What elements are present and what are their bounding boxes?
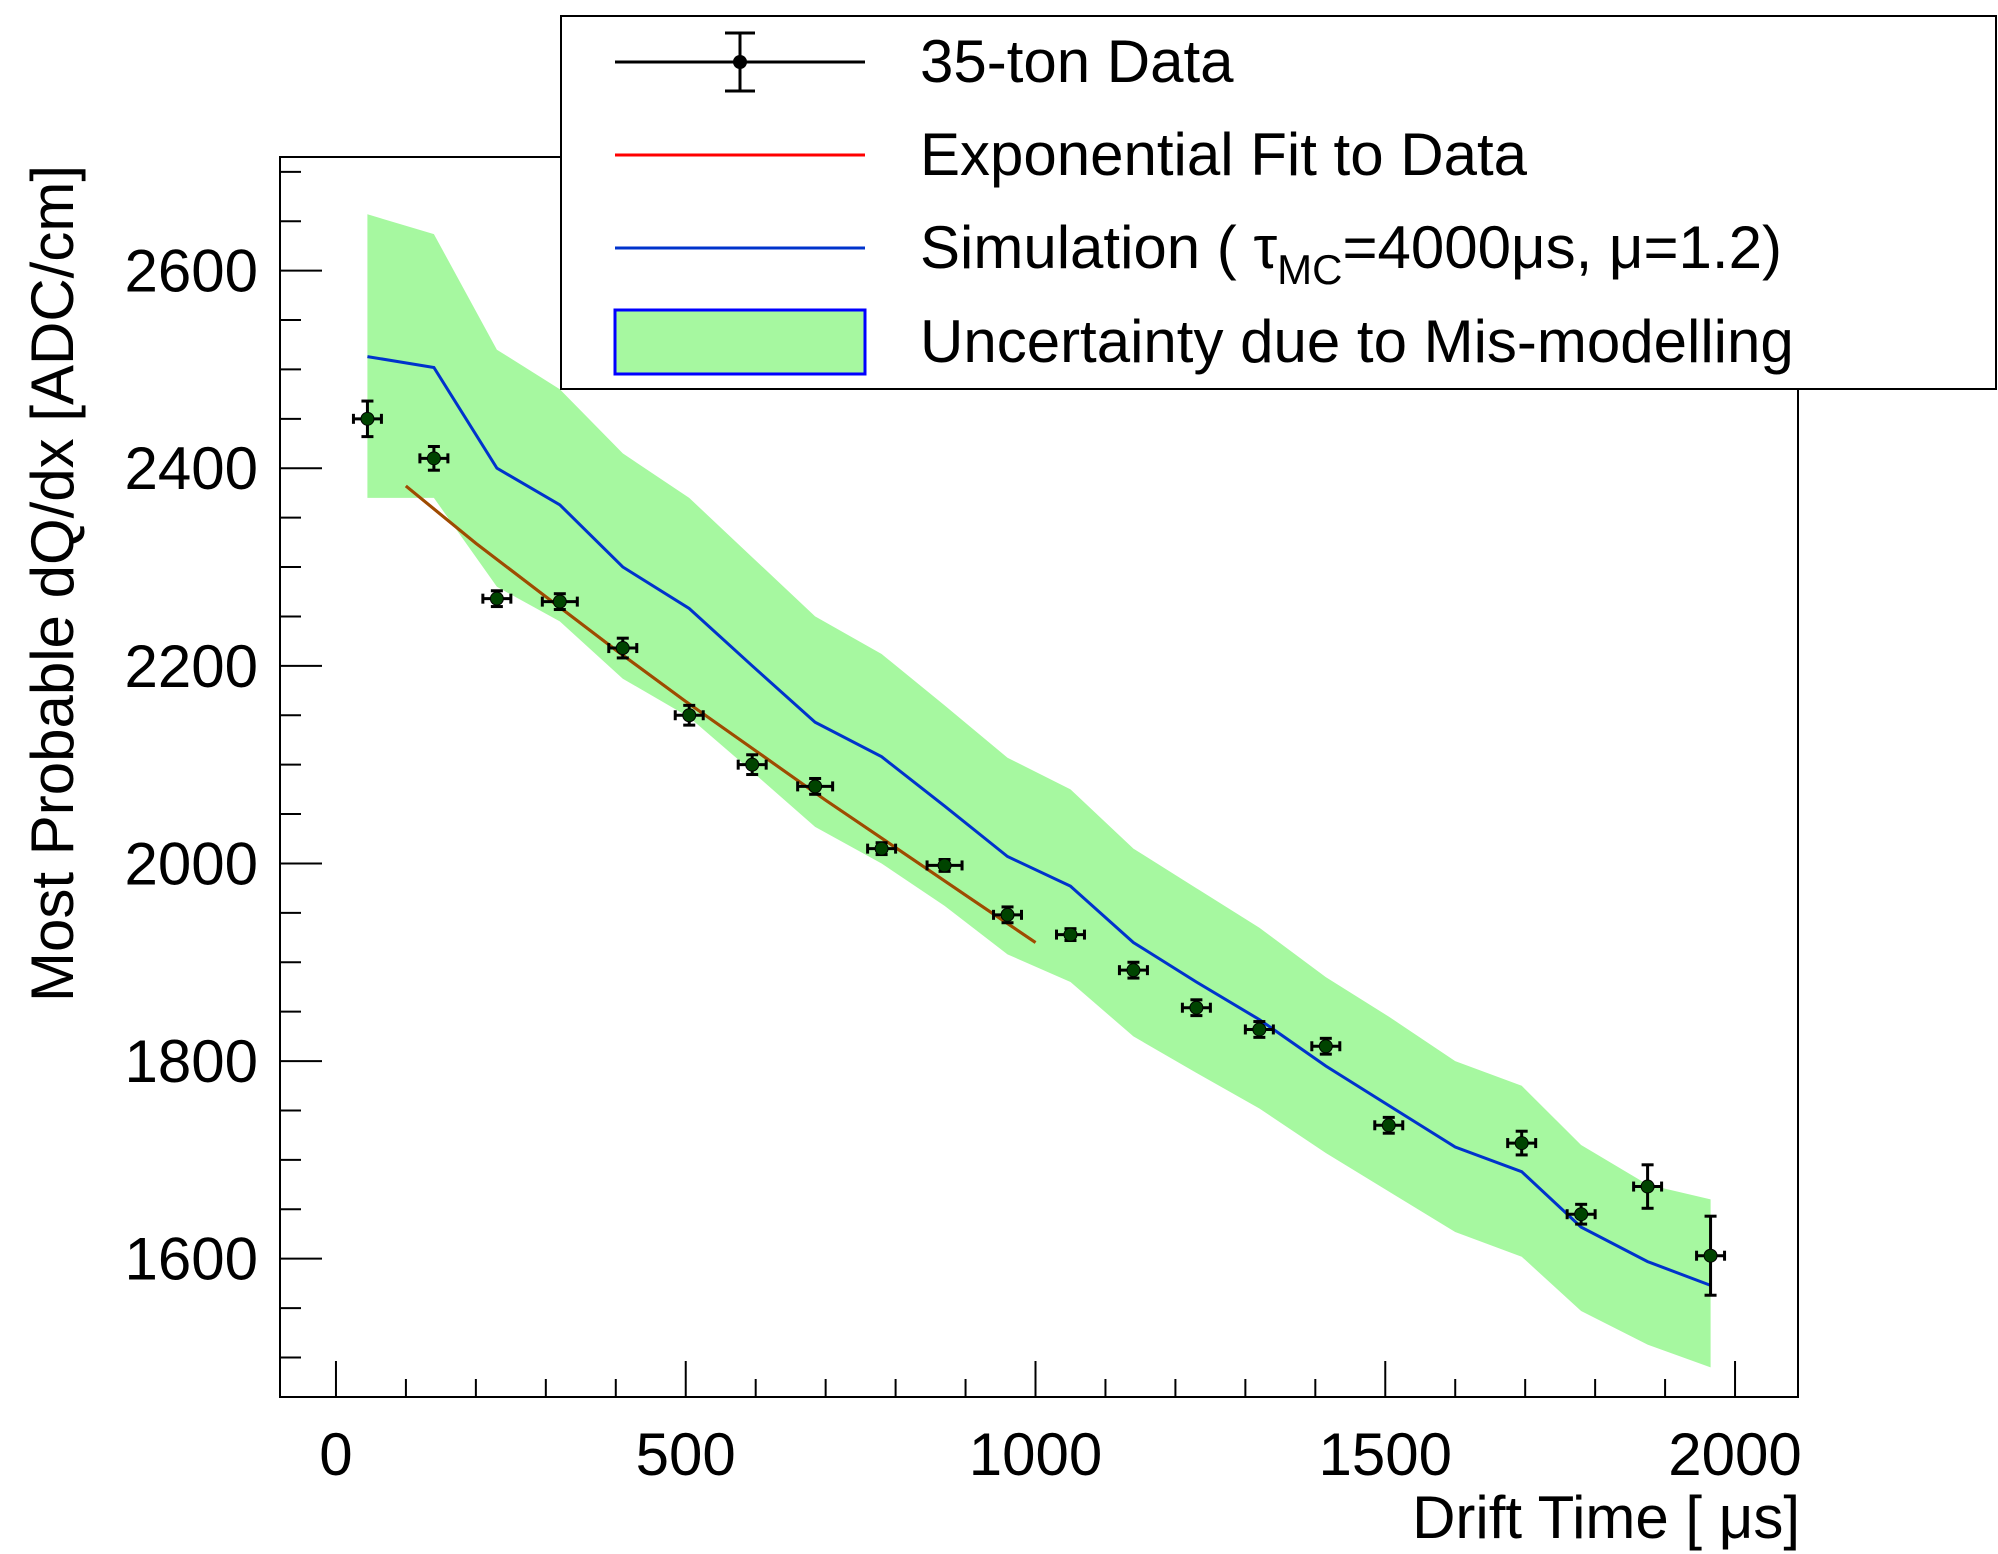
data-point <box>1243 1020 1275 1039</box>
x-axis-ticks: 0 500 1000 1500 2000 <box>319 1361 1802 1488</box>
data-point <box>1180 998 1212 1018</box>
uncertainty-band <box>367 214 1711 1368</box>
data-point <box>1565 1202 1597 1226</box>
data-point-marker-overlay <box>1319 1040 1332 1053</box>
data-point <box>1054 927 1086 943</box>
data-point-marker-overlay <box>746 758 759 771</box>
data-point-marker-overlay <box>490 592 503 605</box>
simulation-line-layer <box>367 355 1712 1287</box>
fit-line-overlay <box>404 484 1037 944</box>
x-tick-label: 1500 <box>1319 1421 1452 1488</box>
data-point <box>736 753 768 777</box>
data-point <box>481 589 513 609</box>
data-point <box>607 636 639 660</box>
data-point <box>540 592 579 612</box>
y-tick-label: 2200 <box>125 633 258 700</box>
data-points-layer <box>351 399 1727 1297</box>
data-point-marker-overlay <box>1704 1249 1717 1262</box>
data-point-marker-overlay <box>1575 1208 1588 1221</box>
x-tick-label: 2000 <box>1668 1421 1801 1488</box>
data-point-marker-overlay <box>361 412 374 425</box>
data-point <box>1632 1163 1664 1210</box>
data-point-marker-overlay <box>1382 1119 1395 1132</box>
data-point <box>418 444 450 472</box>
simulation-line <box>367 355 1712 1287</box>
legend-label-band: Uncertainty due to Mis-modelling <box>920 308 1794 375</box>
data-point-marker-overlay <box>683 709 696 722</box>
data-point-marker-overlay <box>1253 1023 1266 1036</box>
legend-label-data: 35-ton Data <box>920 28 1234 95</box>
legend-sim-prefix: Simulation ( τ <box>920 214 1277 281</box>
x-tick-label: 1000 <box>969 1421 1102 1488</box>
y-tick-label: 2000 <box>125 830 258 897</box>
data-point-marker-overlay <box>809 780 822 793</box>
legend: 35-ton Data Exponential Fit to Data Simu… <box>560 15 1997 390</box>
data-point <box>1695 1214 1727 1297</box>
data-point-marker-overlay <box>1641 1180 1654 1193</box>
x-axis-title: Drift Time [ μs] <box>1412 1484 1800 1551</box>
legend-label-fit: Exponential Fit to Data <box>920 121 1528 188</box>
x-tick-label: 0 <box>319 1421 352 1488</box>
data-point-marker-overlay <box>616 642 629 655</box>
uncertainty-band-layer <box>367 214 1711 1368</box>
data-point <box>866 841 898 857</box>
y-tick-label: 1800 <box>125 1028 258 1095</box>
data-point <box>925 858 964 873</box>
data-point-marker-overlay <box>1190 1001 1203 1014</box>
data-point-marker-overlay <box>1064 928 1077 941</box>
legend-label-simulation: Simulation ( τMC=4000μs, μ=1.2) <box>920 214 1782 293</box>
data-point <box>351 399 383 439</box>
data-point-marker-overlay <box>938 859 951 872</box>
data-point-marker-overlay <box>1127 964 1140 977</box>
legend-sim-suffix: =4000μs, μ=1.2) <box>1343 214 1782 281</box>
y-tick-label: 2600 <box>125 238 258 305</box>
y-axis-title: Most Probable dQ/dx [ADC/cm] <box>19 165 86 1002</box>
data-point <box>1373 1115 1405 1135</box>
y-axis-ticks: 1600 1800 2000 2200 2400 2600 <box>125 170 322 1359</box>
x-tick-label: 500 <box>636 1421 736 1488</box>
y-tick-label: 2400 <box>125 435 258 502</box>
fit-line-layer <box>404 484 1037 944</box>
legend-data-marker <box>733 55 747 69</box>
data-point-marker-overlay <box>1515 1137 1528 1150</box>
data-point <box>1117 960 1149 980</box>
legend-band-swatch <box>613 308 867 376</box>
data-point <box>796 776 835 796</box>
data-point-marker-overlay <box>427 452 440 465</box>
data-point <box>673 703 705 727</box>
data-point-marker-overlay <box>875 842 888 855</box>
y-tick-label: 1600 <box>125 1226 258 1293</box>
data-point <box>992 905 1024 925</box>
data-point <box>1506 1129 1538 1157</box>
data-point <box>1310 1036 1342 1056</box>
legend-sim-subscript: MC <box>1277 246 1342 293</box>
data-point-marker-overlay <box>1001 908 1014 921</box>
data-point-marker-overlay <box>553 595 566 608</box>
